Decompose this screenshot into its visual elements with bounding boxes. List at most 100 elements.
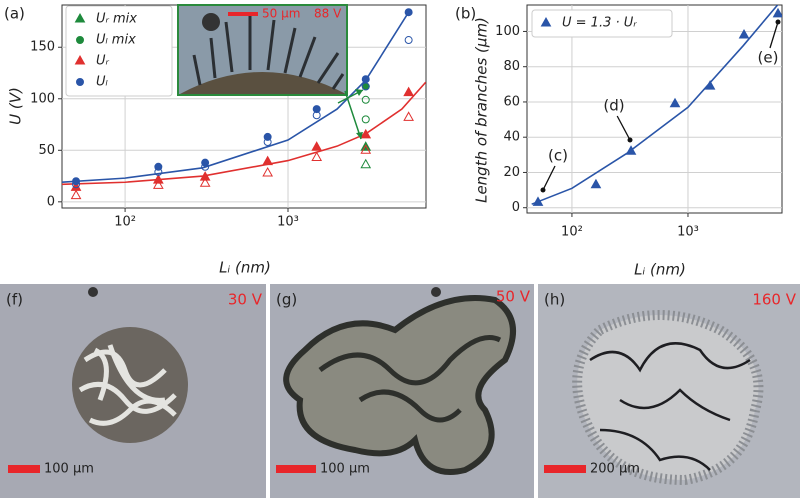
y-tick-label: 80 — [503, 59, 520, 74]
legend-label: U = 1.3 · Uᵣ — [562, 16, 637, 31]
x-tick-label: 10³ — [277, 215, 299, 230]
marker — [669, 97, 681, 108]
panel-label: (h) — [544, 291, 565, 309]
series-group — [62, 8, 426, 200]
legend-label: Uₗ mix — [96, 33, 136, 48]
arrow-head — [775, 19, 781, 25]
marker — [403, 111, 414, 121]
inset-scale: 50 µm — [262, 7, 300, 21]
legend-box — [65, 5, 173, 97]
y-tick-label: 60 — [503, 94, 520, 109]
marker — [361, 95, 370, 104]
voltage: 50 V — [496, 288, 531, 306]
x-tick-label: 10³ — [677, 225, 699, 240]
marker — [590, 178, 602, 189]
scale-label: 100 µm — [320, 462, 370, 477]
voltage: 160 V — [752, 291, 796, 309]
marker — [154, 167, 163, 176]
marker — [312, 111, 321, 120]
plot-area — [526, 4, 783, 214]
marker — [404, 36, 413, 45]
marker — [361, 75, 370, 84]
marker — [199, 177, 211, 187]
marker — [201, 162, 210, 171]
marker — [72, 180, 81, 189]
legend-label: Uᵣ — [96, 54, 110, 69]
marker — [360, 144, 372, 154]
arrow-head — [540, 187, 546, 193]
y-tick-label: 50 — [38, 143, 55, 158]
x-axis-label: Lᵢ (nm) — [219, 259, 271, 277]
series-group — [531, 5, 782, 206]
marker — [262, 155, 274, 166]
y-tick-label: 100 — [30, 91, 55, 106]
marker — [199, 171, 211, 181]
scale-bar — [544, 465, 586, 473]
panel-label: (a) — [4, 5, 25, 23]
scale-bar — [276, 465, 316, 473]
x-tick-label: 10² — [561, 225, 583, 240]
marker — [738, 28, 750, 39]
marker — [70, 189, 82, 200]
arrow-head — [627, 137, 633, 143]
annotation-arrow — [616, 115, 631, 141]
annotation: (c) — [548, 147, 568, 165]
marker — [360, 128, 372, 139]
scale-bar — [8, 465, 40, 473]
marker — [311, 141, 323, 151]
annotation: (d) — [603, 97, 624, 115]
legend-marker — [74, 12, 86, 23]
marker — [404, 8, 413, 17]
marker — [361, 82, 370, 91]
fit-line — [62, 81, 426, 186]
photo-f — [0, 284, 266, 498]
marker — [361, 115, 370, 124]
marker — [262, 166, 274, 177]
charts: 0 50 100 150 10² 10³ (a) Lᵢ (nm) U (V) Uᵣ mix Uₗ m… — [4, 4, 783, 279]
marker — [263, 138, 272, 147]
annotation: (e) — [758, 49, 779, 67]
y-tick-label: 40 — [503, 130, 520, 145]
marker — [625, 145, 637, 155]
x-axis-label: Lᵢ (nm) — [634, 261, 686, 279]
marker — [704, 80, 716, 90]
marker — [311, 151, 323, 162]
annotation-arrow — [769, 21, 779, 49]
photo-g — [270, 284, 534, 498]
inset-voltage: 88 V — [314, 7, 342, 21]
y-tick-label: 0 — [47, 194, 55, 209]
annotation-arrow — [542, 165, 556, 191]
inset-image: 50 µm 88 V — [177, 4, 364, 140]
legend-marker — [540, 16, 552, 27]
panel-label: (g) — [276, 291, 297, 309]
marker — [201, 158, 210, 167]
marker — [152, 179, 164, 189]
scale-label: 200 µm — [590, 462, 640, 477]
y-axis-label: U (V) — [7, 87, 25, 125]
marker — [403, 86, 414, 97]
legend-marker — [76, 78, 84, 86]
y-tick-label: 20 — [503, 165, 520, 180]
x-tick-label: 10² — [114, 215, 136, 230]
y-tick-label: 0 — [512, 200, 520, 215]
marker — [152, 174, 164, 184]
voltage: 30 V — [228, 291, 263, 309]
legend-marker — [74, 54, 86, 65]
marker — [772, 7, 782, 18]
photo-labels: (f) 30 V 100 µm (g) 50 V 100 µm (h) 160 … — [6, 288, 797, 477]
panel-label: (f) — [6, 291, 23, 309]
y-axis-label: Length of branches (µm) — [473, 17, 491, 203]
legend-label: Uₗ — [96, 75, 109, 90]
marker — [312, 105, 321, 114]
legend-box — [531, 9, 673, 38]
y-tick-label: 150 — [30, 40, 55, 55]
legend-label: Uᵣ mix — [96, 12, 137, 27]
marker — [360, 158, 372, 169]
legend-marker — [76, 36, 84, 44]
y-tick-label: 100 — [495, 24, 520, 39]
photo-h — [538, 284, 800, 498]
scale-label: 100 µm — [44, 462, 94, 477]
fit-line — [531, 5, 779, 205]
marker — [532, 196, 544, 206]
